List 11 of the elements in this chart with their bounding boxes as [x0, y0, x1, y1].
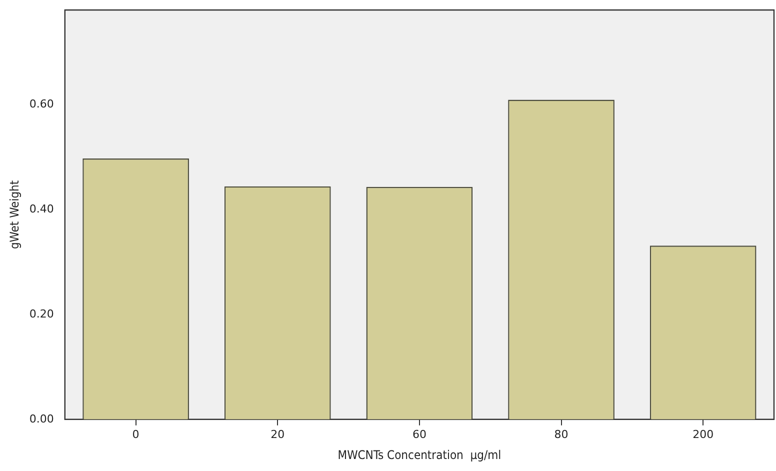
- x-axis-title: MWCNTs Concentration μg/ml: [338, 448, 502, 462]
- x-tick-label: 80: [554, 428, 568, 441]
- x-tick-label: 0: [132, 428, 140, 441]
- x-tick-label: 200: [692, 428, 714, 441]
- y-axis-title: gWet Weight: [7, 180, 22, 250]
- y-tick-label: 0.40: [29, 202, 54, 216]
- y-tick-label: 0.60: [29, 97, 54, 110]
- y-tick-label: 0.20: [29, 307, 54, 320]
- y-tick-label: 0.00: [29, 412, 54, 426]
- x-tick-label: 60: [412, 428, 426, 441]
- x-tick-label: 20: [270, 428, 285, 441]
